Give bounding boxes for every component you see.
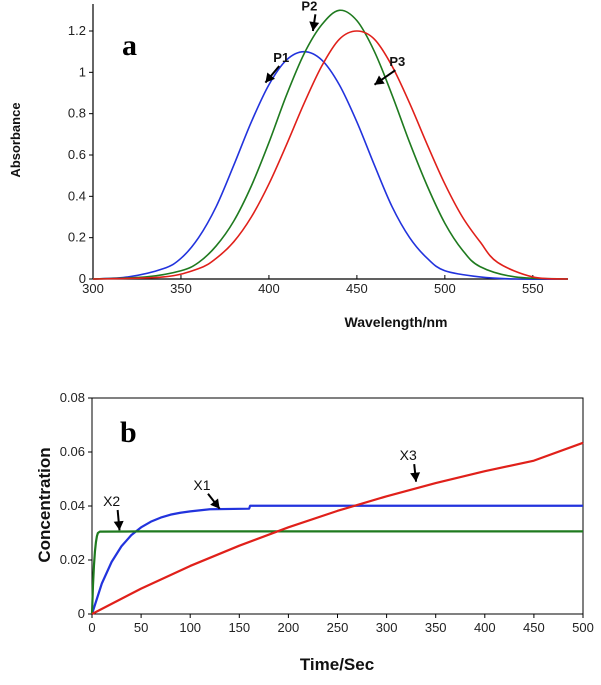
panel-a-series-line-p3 [92,30,569,280]
panel-b-x-axis-title: Time/Sec [300,655,374,674]
panel-b-y-tick-label: 0.04 [60,498,85,513]
panel-b-x-tick-label: 350 [425,620,447,635]
panel-a-annotation-p1: P1 [273,50,289,65]
panel-a-series-line-p2 [92,9,569,280]
panel-b-series-line-x1 [90,504,583,615]
panel-a-annotations: P1 P2 P3 [264,0,405,86]
panel-b-x-tick-label: 100 [179,620,201,635]
panel-a-annotation-arrowhead [265,72,276,83]
panel-a-chart: a 300 350 400 450 500 550 0 0.2 0.4 0.6 0.8 1 1.2 P1… [8,0,569,330]
panel-a-y-tick-label: 0.2 [68,230,86,245]
panel-b-annotation-arrowhead [113,520,124,531]
panel-b-annotations: X1 X2 X3 [103,447,421,531]
panel-b-annotation-arrowhead [410,472,421,482]
panel-b-y-axis-title: Concentration [35,447,54,562]
panel-b-series-line-x2 [90,530,583,615]
panel-b-series-line-x3 [91,441,584,615]
panel-a-annotation-arrowhead [309,21,320,31]
panel-b-x-tick-label: 450 [523,620,545,635]
panel-b-y-tick-label: 0.06 [60,444,85,459]
panel-a-series-line-p1 [92,50,569,280]
panel-b-x-tick-label: 300 [376,620,398,635]
panel-a-y-tick-label: 0.4 [68,188,86,203]
panel-a-y-tick-label: 1 [79,64,86,79]
panel-a-y-tick-label: 1.2 [68,23,86,38]
panel-b-annotation-x3: X3 [400,447,417,463]
panel-b-x-tick-label: 400 [474,620,496,635]
panel-b-x-tick-label: 0 [88,620,95,635]
panel-b-x-tick-label: 50 [134,620,148,635]
panel-a-x-tick-label: 350 [170,281,192,296]
panel-b-annotation-x2: X2 [103,493,120,509]
panel-a-y-axis-title: Absorbance [8,102,23,177]
panel-a-x-axis-title: Wavelength/nm [345,314,448,330]
panel-b-y-tick-label: 0.02 [60,552,85,567]
panel-b-x-tick-label: 250 [327,620,349,635]
panel-a-x-tick-label: 400 [258,281,280,296]
panel-a-label: a [122,29,137,62]
panel-a-annotation-p3: P3 [389,54,405,69]
panel-b-x-tick-label: 150 [228,620,250,635]
panel-b-series [90,441,584,615]
panel-a-x-tick-label: 300 [82,281,104,296]
panel-a-series [92,9,569,280]
panel-a-y-tick-label: 0.6 [68,147,86,162]
panel-a-ticks: 300 350 400 450 500 550 0 0.2 0.4 0.6 0.8 1 1.2 [68,4,568,296]
panel-a-y-tick-label: 0 [79,271,86,286]
panel-b-chart: b 0 50 100 150 200 250 300 350 400 450 500 0 0.02 0.0… [35,390,594,674]
panel-a-x-tick-label: 450 [346,281,368,296]
panel-b-x-tick-label: 500 [572,620,594,635]
panel-b-ticks: 0 50 100 150 200 250 300 350 400 450 500 0 0.02 0.04 0… [60,390,594,635]
panel-b-y-tick-label: 0.08 [60,390,85,405]
panel-a-x-tick-label: 500 [434,281,456,296]
panel-b-y-tick-label: 0 [78,606,85,621]
panel-a-annotation-arrowhead [374,75,385,85]
panel-a-x-tick-label: 550 [522,281,544,296]
panel-a-annotation-p2: P2 [301,0,317,13]
panel-b-x-tick-label: 200 [278,620,300,635]
panel-b-label: b [120,416,137,449]
panel-a-y-tick-label: 0.8 [68,106,86,121]
panel-b-annotation-arrowhead [210,498,220,509]
panel-b-annotation-x1: X1 [193,477,210,493]
